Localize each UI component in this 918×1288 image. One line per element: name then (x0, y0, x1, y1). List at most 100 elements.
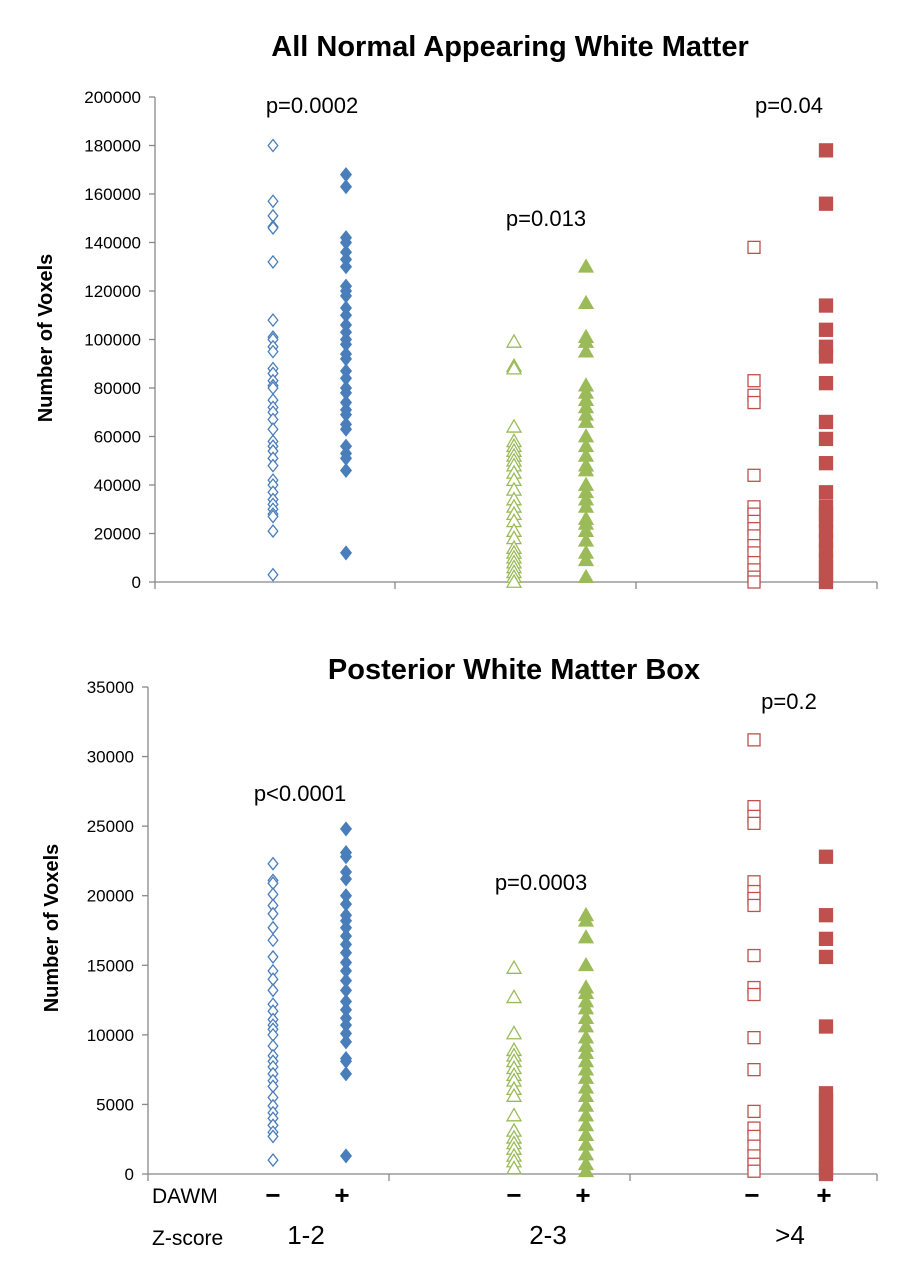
y-tick-label: 10000 (87, 1026, 134, 1045)
square-marker (818, 375, 834, 391)
square-marker (818, 456, 834, 471)
dawm-sign: + (575, 1180, 590, 1210)
y-tick-label: 0 (132, 573, 141, 592)
square-marker (818, 298, 834, 313)
y-tick-label: 200000 (84, 88, 141, 107)
y-tick-label: 140000 (84, 234, 141, 253)
y-tick-label: 0 (125, 1165, 134, 1184)
square-marker (747, 1030, 761, 1045)
square-marker (818, 196, 834, 211)
square-marker (747, 987, 761, 1002)
y-tick-label: 15000 (87, 956, 134, 975)
zscore-label: Z-score (152, 1227, 223, 1250)
square-marker (818, 1166, 834, 1182)
triangle-marker (505, 418, 523, 433)
triangle-marker (505, 959, 523, 974)
dawm-sign: + (816, 1180, 831, 1210)
triangle-marker (505, 573, 523, 588)
scatter-points (267, 733, 834, 1182)
diamond-marker (267, 920, 279, 935)
square-marker (818, 349, 834, 364)
p-value-label: p=0.0002 (266, 93, 358, 118)
square-marker (747, 898, 761, 913)
diamond-marker (267, 509, 279, 524)
diamond-marker (267, 138, 279, 153)
square-marker (818, 574, 834, 590)
square-marker (747, 395, 761, 410)
y-tick-label: 60000 (94, 428, 141, 447)
diamond-marker (339, 259, 353, 275)
triangle-marker (577, 912, 595, 927)
diamond-marker (339, 1066, 353, 1082)
y-tick-label: 80000 (94, 379, 141, 398)
diamond-marker (267, 933, 279, 948)
y-tick-label: 5000 (96, 1095, 134, 1114)
diamond-marker (339, 1148, 353, 1164)
square-marker (818, 849, 834, 864)
square-marker (747, 733, 761, 747)
diamond-marker (267, 1129, 279, 1144)
chart-posterior-box: Posterior White Matter Box Number of Vox… (41, 654, 878, 1184)
diamond-marker (339, 849, 353, 865)
square-marker (747, 240, 761, 255)
diamond-marker (267, 313, 279, 328)
y-tick-label: 120000 (84, 282, 141, 301)
y-tick-label: 25000 (87, 817, 134, 836)
diamond-marker (267, 524, 279, 539)
diamond-marker (267, 194, 279, 209)
square-marker (818, 431, 834, 447)
square-marker (747, 1062, 761, 1077)
y-tick-label: 180000 (84, 137, 141, 156)
p-value-label: p=0.2 (761, 689, 817, 714)
diamond-marker (339, 167, 353, 183)
chart-all-nawm: All Normal Appearing White Matter Number… (35, 31, 878, 592)
square-marker (747, 575, 761, 589)
square-marker (747, 948, 761, 963)
triangle-marker (505, 1087, 523, 1102)
triangle-marker (577, 956, 595, 972)
triangle-marker (505, 333, 523, 348)
diamond-marker (267, 344, 279, 359)
triangle-marker (577, 258, 595, 273)
square-marker (818, 908, 834, 923)
diamond-marker (339, 545, 353, 561)
triangle-marker (577, 1162, 595, 1178)
p-value-label: p=0.0003 (495, 870, 587, 895)
y-tick-labels: 0 20000 40000 60000 80000 100000 120000 140000 1… (84, 88, 141, 592)
diamond-marker (339, 421, 353, 437)
zscore-value: 1-2 (287, 1220, 325, 1250)
diamond-marker (339, 821, 353, 837)
y-tick-label: 160000 (84, 185, 141, 204)
triangle-marker (505, 988, 523, 1004)
p-value-label: p<0.0001 (254, 781, 346, 806)
chart-title: All Normal Appearing White Matter (271, 31, 748, 63)
diamond-marker (267, 254, 279, 269)
diamond-marker (267, 567, 279, 582)
y-tick-label: 35000 (87, 678, 134, 697)
square-marker (747, 374, 761, 388)
square-marker (818, 949, 834, 965)
scatter-points (267, 138, 834, 590)
p-value-label: p=0.04 (755, 93, 823, 118)
y-axis-label: Number of Voxels (35, 254, 57, 423)
square-marker (747, 1104, 761, 1119)
square-marker (818, 143, 834, 158)
triangle-marker (577, 343, 595, 358)
dawm-label: DAWM (152, 1185, 218, 1208)
diamond-marker (267, 983, 279, 998)
dawm-sign: − (744, 1180, 759, 1210)
y-tick-label: 20000 (94, 525, 141, 544)
diamond-marker (339, 871, 353, 887)
square-marker (818, 485, 834, 500)
x-category-labels: DAWM − + − + − + Z-score 1-2 2-3 >4 (152, 1180, 832, 1250)
p-value-label: p=0.013 (506, 206, 586, 231)
axes (142, 686, 878, 1181)
diamond-marker (267, 906, 279, 921)
triangle-marker (505, 1107, 523, 1122)
y-tick-label: 30000 (87, 748, 134, 767)
triangle-marker (505, 1160, 523, 1175)
dawm-sign: + (334, 1180, 349, 1210)
square-marker (747, 816, 761, 831)
y-axis-label: Number of Voxels (41, 844, 63, 1013)
